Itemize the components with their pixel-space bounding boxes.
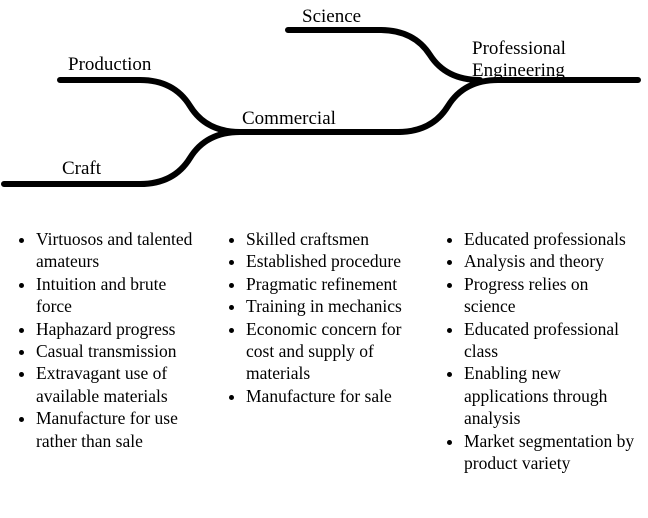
flow-path-craft_in xyxy=(4,132,242,184)
flow-path-production_in xyxy=(60,80,242,132)
flow-path-science_in xyxy=(288,30,480,80)
label-professional-engineering: Professional Engineering xyxy=(472,38,566,82)
commercial-item: Established procedure xyxy=(246,250,428,272)
craft-item: Haphazard progress xyxy=(36,318,210,340)
professional-item: Market segmentation by product variety xyxy=(464,430,648,475)
craft-item: Virtuosos and talented amateurs xyxy=(36,228,210,273)
col-craft: Virtuosos and talented amateursIntuition… xyxy=(0,228,210,474)
craft-item: Intuition and brute force xyxy=(36,273,210,318)
diagram-root: { "canvas": { "width": 648, "height": 51… xyxy=(0,0,648,518)
commercial-item: Economic concern for cost and supply of … xyxy=(246,318,428,385)
commercial-item: Skilled craftsmen xyxy=(246,228,428,250)
label-craft: Craft xyxy=(62,158,101,180)
commercial-item: Training in mechanics xyxy=(246,295,428,317)
label-science: Science xyxy=(302,6,361,28)
professional-item: Enabling new applications through analys… xyxy=(464,362,648,429)
commercial-item: Manufacture for sale xyxy=(246,385,428,407)
professional-item: Analysis and theory xyxy=(464,250,648,272)
lists-row: Virtuosos and talented amateursIntuition… xyxy=(0,228,648,474)
col-commercial-list: Skilled craftsmenEstablished procedurePr… xyxy=(220,228,428,407)
commercial-item: Pragmatic refinement xyxy=(246,273,428,295)
col-commercial: Skilled craftsmenEstablished procedurePr… xyxy=(210,228,428,474)
label-professional-engineering-line1: Professional xyxy=(472,38,566,59)
label-commercial: Commercial xyxy=(242,108,336,130)
professional-item: Educated professional class xyxy=(464,318,648,363)
col-professional-list: Educated professionalsAnalysis and theor… xyxy=(438,228,648,474)
craft-item: Extravagant use of available materials xyxy=(36,362,210,407)
col-professional: Educated professionalsAnalysis and theor… xyxy=(428,228,648,474)
flow-path-commercial_up xyxy=(398,80,638,132)
craft-item: Casual transmission xyxy=(36,340,210,362)
craft-item: Manufacture for use rather than sale xyxy=(36,407,210,452)
professional-item: Educated professionals xyxy=(464,228,648,250)
label-professional-engineering-line2: Engineering xyxy=(472,60,565,81)
professional-item: Progress relies on science xyxy=(464,273,648,318)
col-craft-list: Virtuosos and talented amateursIntuition… xyxy=(10,228,210,452)
label-production: Production xyxy=(68,54,151,76)
